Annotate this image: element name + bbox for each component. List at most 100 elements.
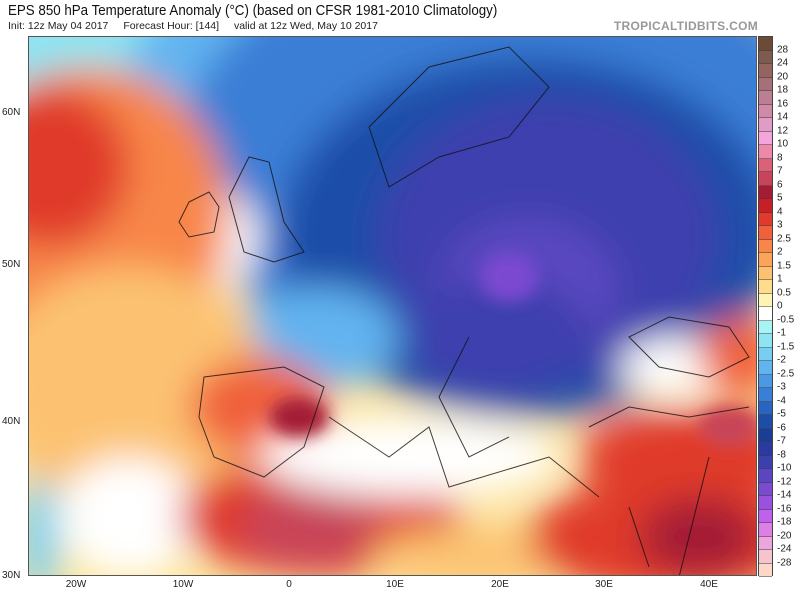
colorbar-bin <box>759 145 772 159</box>
colorbar-label: 10 <box>777 138 789 150</box>
colorbar-label: 0.5 <box>777 287 791 298</box>
colorbar-label: -18 <box>777 516 792 528</box>
colorbar-bin <box>759 226 772 240</box>
colorbar-label: 8 <box>777 152 783 163</box>
colorbar-bin <box>759 347 772 361</box>
colorbar-bin <box>759 320 772 334</box>
colorbar-bin <box>759 158 772 172</box>
coastlines <box>178 46 750 575</box>
colorbar-label: 3 <box>777 219 783 231</box>
colorbar-bin <box>759 253 772 267</box>
colorbar-bin <box>759 388 772 402</box>
colorbar-bin <box>759 496 772 510</box>
colorbar-label: 1.5 <box>777 260 791 271</box>
lon-label-20w: 20W <box>65 579 87 590</box>
colorbar-bin <box>759 77 772 91</box>
colorbar-bin <box>759 455 772 469</box>
colorbar-bin <box>759 37 772 51</box>
colorbar-label: 7 <box>777 165 783 177</box>
colorbar-label: -28 <box>777 557 792 568</box>
colorbar-label: -7 <box>777 435 786 447</box>
colorbar-label: -3 <box>777 381 786 393</box>
colorbar-label: -1 <box>777 327 786 339</box>
colorbar-bin <box>759 334 772 348</box>
colorbar-label: -6 <box>777 422 786 433</box>
colorbar-bin <box>759 428 772 442</box>
map-title: EPS 850 hPa Temperature Anomaly (°C) (ba… <box>8 3 498 19</box>
lat-label-30n: 30N <box>2 570 21 581</box>
colorbar-bin <box>759 199 772 213</box>
colorbar-label: -20 <box>777 530 792 541</box>
colorbar-bin <box>759 361 772 375</box>
colorbar-bin <box>759 469 772 483</box>
colorbar-bin <box>759 131 772 145</box>
anomaly-field <box>29 37 756 575</box>
colorbar-bin <box>759 50 772 64</box>
lon-label-20e: 20E <box>491 579 509 590</box>
colorbar-label: -2.5 <box>777 368 795 379</box>
colorbar <box>758 36 773 577</box>
colorbar-label: -1.5 <box>777 341 795 352</box>
colorbar-bin <box>759 266 772 280</box>
lat-label-40n: 40N <box>2 416 21 427</box>
colorbar-label: 12 <box>777 125 789 136</box>
colorbar-label: 24 <box>777 57 789 69</box>
colorbar-bin <box>759 415 772 429</box>
colorbar-bin <box>759 509 772 523</box>
colorbar-label: -0.5 <box>777 314 795 325</box>
colorbar-bin <box>759 293 772 307</box>
lon-label-10w: 10W <box>172 579 194 590</box>
colorbar-label: 5 <box>777 192 783 204</box>
colorbar-bin <box>759 118 772 132</box>
lon-label-0: 0 <box>286 579 292 590</box>
brand-watermark: TROPICALTIDBITS.COM <box>613 19 758 33</box>
colorbar-bin <box>759 482 772 496</box>
colorbar-bin <box>759 550 772 564</box>
colorbar-label: -16 <box>777 503 792 514</box>
colorbar-label: 2.5 <box>777 233 791 244</box>
colorbar-bin <box>759 536 772 550</box>
valid-time: valid at 12z Wed, May 10 2017 <box>233 20 378 32</box>
colorbar-label: -12 <box>777 476 792 487</box>
colorbar-bin <box>759 212 772 226</box>
colorbar-label: 1 <box>777 273 783 285</box>
colorbar-label: -8 <box>777 449 786 460</box>
colorbar-bin <box>759 172 772 186</box>
colorbar-bin <box>759 64 772 78</box>
lat-label-50n: 50N <box>2 259 21 270</box>
subtitle: Init: 12z May 04 2017 Forecast Hour: [14… <box>8 20 390 32</box>
colorbar-label: 0 <box>777 300 783 312</box>
anomaly-map <box>28 36 757 576</box>
colorbar-label: -24 <box>777 543 792 555</box>
colorbar-bin <box>759 104 772 118</box>
colorbar-bin <box>759 239 772 253</box>
lon-label-30e: 30E <box>595 579 613 590</box>
lon-label-40e: 40E <box>700 579 718 590</box>
colorbar-bin <box>759 91 772 105</box>
forecast-hour: Forecast Hour: [144] <box>123 20 220 32</box>
lon-label-10e: 10E <box>386 579 404 590</box>
colorbar-label: -4 <box>777 395 786 406</box>
colorbar-bin <box>759 401 772 415</box>
colorbar-label: 18 <box>777 84 789 96</box>
init-time: Init: 12z May 04 2017 <box>8 20 109 32</box>
colorbar-label: -14 <box>777 489 792 501</box>
colorbar-label: -2 <box>777 354 786 366</box>
colorbar-label: 4 <box>777 206 783 217</box>
colorbar-label: 28 <box>777 44 789 55</box>
colorbar-label: 6 <box>777 179 783 190</box>
colorbar-label: -10 <box>777 462 792 474</box>
colorbar-bin <box>759 280 772 294</box>
colorbar-bin <box>759 185 772 199</box>
colorbar-label: 16 <box>777 98 789 109</box>
colorbar-bin <box>759 563 772 577</box>
lat-label-60n: 60N <box>2 107 21 118</box>
colorbar-label: 2 <box>777 246 783 258</box>
colorbar-label: -5 <box>777 408 786 420</box>
colorbar-bin <box>759 523 772 537</box>
colorbar-bin <box>759 307 772 321</box>
colorbar-label: 14 <box>777 111 789 123</box>
colorbar-label: 20 <box>777 71 789 82</box>
colorbar-bin <box>759 374 772 388</box>
colorbar-bin <box>759 442 772 456</box>
